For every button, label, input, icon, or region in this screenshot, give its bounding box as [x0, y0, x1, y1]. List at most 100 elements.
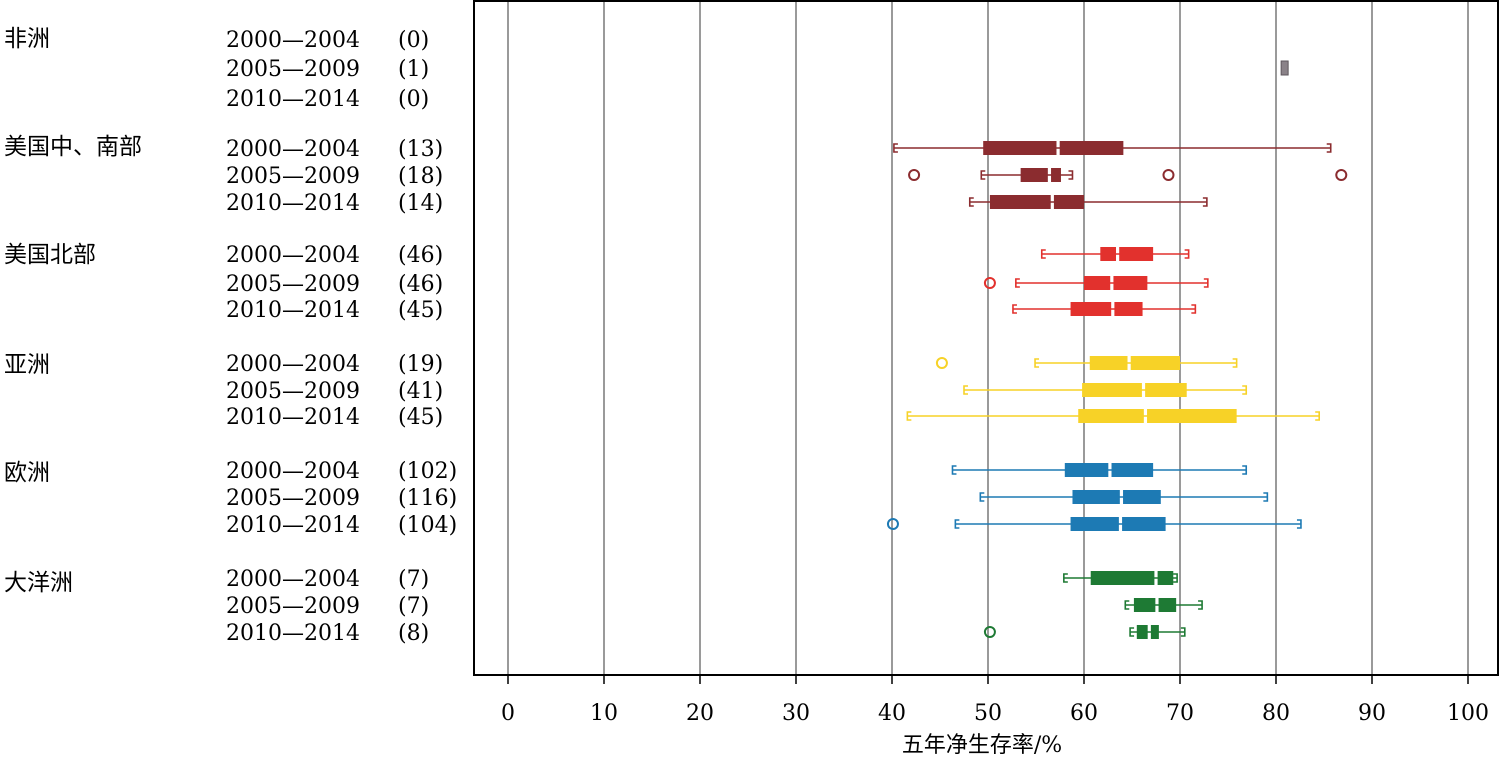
- box-lower-half: [1064, 463, 1109, 477]
- box-lower-half: [1082, 383, 1142, 397]
- x-tick-label: 30: [782, 701, 810, 726]
- whisker-cap-low: [1012, 304, 1017, 314]
- period-label: 2000—2004: [226, 243, 360, 268]
- period-label: 2010—2014: [226, 87, 360, 112]
- whisker-cap-high: [1203, 278, 1209, 288]
- count-label: (14): [398, 191, 443, 216]
- box-upper-half: [1051, 168, 1061, 182]
- count-label: (19): [398, 352, 443, 377]
- x-tick-label: 20: [686, 701, 714, 726]
- period-label: 2000—2004: [226, 459, 360, 484]
- group-label: 非洲: [4, 26, 50, 52]
- count-label: (13): [398, 137, 443, 162]
- count-label: (7): [398, 567, 429, 592]
- box-lower-half: [1070, 517, 1119, 531]
- outlier-point: [1335, 169, 1348, 181]
- box-lower-half: [1070, 302, 1112, 316]
- whisker-cap-high: [1263, 492, 1269, 502]
- box-upper-half: [1147, 409, 1237, 423]
- period-label: 2010—2014: [226, 513, 360, 538]
- count-label: (18): [398, 164, 443, 189]
- box-upper-half: [1123, 490, 1161, 504]
- outlier-point: [983, 626, 996, 638]
- period-label: 2000—2004: [226, 352, 360, 377]
- box-upper-half: [1053, 195, 1084, 209]
- whisker-cap-low: [906, 411, 912, 421]
- whisker-cap-high: [1184, 249, 1190, 259]
- grid-lines: [507, 2, 1469, 674]
- group-label: 大洋洲: [4, 570, 73, 596]
- group-label: 美国中、南部: [4, 134, 142, 160]
- whisker-cap-low: [1034, 358, 1040, 368]
- x-tick-label: 90: [1358, 701, 1386, 726]
- whisker-cap-high: [1296, 519, 1302, 529]
- outlier-point: [935, 357, 948, 369]
- count-label: (46): [398, 272, 443, 297]
- count-label: (0): [398, 28, 429, 53]
- whisker-cap-low: [979, 492, 985, 502]
- whisker-cap-low: [1040, 249, 1046, 259]
- group-label: 亚洲: [4, 352, 50, 378]
- count-label: (0): [398, 87, 429, 112]
- whisker-cap-high: [1242, 385, 1248, 395]
- box-upper-half: [1059, 141, 1124, 155]
- x-tick-label: 40: [878, 701, 906, 726]
- group-label: 美国北部: [4, 242, 96, 268]
- box-lower-half: [989, 195, 1051, 209]
- x-tick-label: 50: [974, 701, 1002, 726]
- box-upper-half: [1119, 247, 1154, 261]
- count-label: (1): [398, 57, 429, 82]
- outlier-point: [908, 169, 921, 181]
- period-label: 2010—2014: [226, 298, 360, 323]
- period-label: 2005—2009: [226, 379, 360, 404]
- whisker-cap-low: [963, 385, 968, 395]
- count-label: (102): [398, 459, 457, 484]
- box-lower-half: [1020, 168, 1048, 182]
- box-single-value: [1280, 60, 1289, 76]
- box-lower-half: [1072, 490, 1120, 504]
- count-label: (7): [398, 594, 429, 619]
- count-label: (104): [398, 513, 457, 538]
- whisker-cap-low: [1129, 627, 1135, 637]
- box-lower-half: [1084, 276, 1111, 290]
- whisker-cap-low: [954, 519, 960, 529]
- period-label: 2010—2014: [226, 191, 360, 216]
- period-label: 2005—2009: [226, 486, 360, 511]
- whisker-cap-high: [1068, 170, 1074, 180]
- box-upper-half: [1157, 571, 1174, 585]
- period-label: 2005—2009: [226, 57, 360, 82]
- whisker-cap-low: [968, 197, 974, 207]
- whisker-cap-high: [1202, 197, 1208, 207]
- period-label: 2000—2004: [226, 137, 360, 162]
- period-label: 2005—2009: [226, 594, 360, 619]
- period-label: 2000—2004: [226, 567, 360, 592]
- whisker-cap-high: [1232, 358, 1238, 368]
- whisker-cap-high: [1315, 411, 1320, 421]
- period-label: 2010—2014: [226, 621, 360, 646]
- outlier-point: [1162, 169, 1175, 181]
- box-upper-half: [1122, 517, 1166, 531]
- outlier-point: [886, 518, 899, 530]
- whisker-cap-high: [1180, 627, 1186, 637]
- whisker-cap-high: [1326, 143, 1332, 153]
- box-upper-half: [1150, 625, 1159, 639]
- plot-frame: [473, 0, 1499, 676]
- box-upper-half: [1114, 302, 1143, 316]
- count-label: (45): [398, 405, 443, 430]
- count-label: (46): [398, 243, 443, 268]
- box-upper-half: [1111, 463, 1154, 477]
- whisker-cap-low: [1124, 600, 1130, 610]
- box-lower-half: [1133, 598, 1156, 612]
- count-label: (41): [398, 379, 443, 404]
- whisker-cap-high: [1198, 600, 1203, 610]
- box-lower-half: [1100, 247, 1116, 261]
- whisker-cap-low: [1063, 573, 1068, 583]
- box-lower-half: [1078, 409, 1144, 423]
- whisker-cap-low: [951, 465, 957, 475]
- box-lower-half: [983, 141, 1057, 155]
- x-tick-label: 100: [1447, 701, 1489, 726]
- x-tick-label: 0: [501, 701, 515, 726]
- x-tick-label: 80: [1262, 701, 1290, 726]
- box-series: [886, 60, 1348, 639]
